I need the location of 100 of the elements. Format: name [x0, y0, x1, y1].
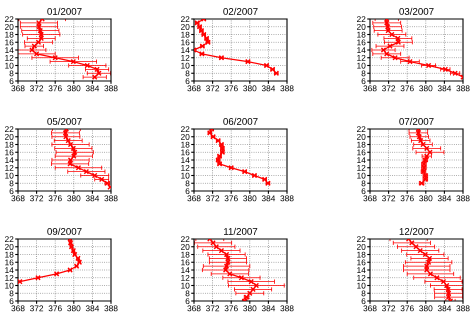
- chart-title: 01/2007: [47, 8, 82, 15]
- point: [428, 271, 434, 277]
- x-tick-label: 388: [104, 85, 118, 92]
- y-tick-label: 14: [5, 267, 14, 274]
- y-tick-label: 16: [181, 39, 190, 46]
- x-tick-label: 380: [419, 85, 432, 92]
- y-tick-label: 6: [362, 78, 366, 84]
- y-tick-label: 18: [357, 142, 366, 148]
- x-tick-label: 372: [30, 305, 44, 312]
- point: [68, 157, 74, 163]
- point: [68, 142, 74, 148]
- x-tick-label: 376: [224, 305, 238, 312]
- x-tick-label: 368: [11, 305, 25, 312]
- y-tick-label: 8: [362, 70, 366, 76]
- x-tick-label: 376: [400, 195, 414, 202]
- x-tick-label: 380: [67, 85, 80, 92]
- point: [444, 282, 450, 288]
- point: [445, 286, 451, 292]
- y-tick-label: 18: [181, 252, 190, 258]
- point: [413, 244, 419, 250]
- y-tick-label: 20: [356, 244, 366, 250]
- y-tick-label: 22: [180, 236, 190, 242]
- y-tick-label: 14: [181, 47, 190, 54]
- y-tick-label: 14: [5, 47, 14, 54]
- y-tick-label: 10: [181, 172, 190, 179]
- y-tick-label: 10: [181, 282, 190, 289]
- y-tick-label: 20: [4, 134, 14, 140]
- x-tick-label: 368: [363, 85, 377, 92]
- point: [94, 66, 100, 72]
- y-tick-label: 22: [180, 16, 190, 22]
- x-tick-label: 372: [30, 85, 44, 92]
- y-tick-label: 8: [186, 180, 190, 186]
- y-tick-label: 16: [181, 149, 190, 156]
- point: [426, 259, 432, 266]
- y-tick-label: 6: [186, 188, 190, 194]
- point: [72, 149, 78, 156]
- x-tick-label: 376: [400, 85, 414, 92]
- y-tick-label: 22: [356, 16, 366, 22]
- x-tick-label: 368: [187, 195, 201, 202]
- point: [71, 153, 77, 159]
- point: [422, 252, 428, 258]
- x-tick-label: 384: [86, 195, 100, 202]
- point: [426, 62, 432, 68]
- point: [218, 248, 224, 254]
- point: [418, 138, 424, 144]
- y-tick-label: 16: [5, 149, 14, 156]
- x-tick-label: 372: [30, 195, 44, 202]
- x-tick-label: 368: [187, 305, 201, 312]
- y-tick-label: 8: [10, 290, 14, 296]
- y-tick-label: 12: [357, 274, 366, 281]
- point: [222, 267, 228, 273]
- chart-title: 03/2007: [399, 8, 434, 15]
- y-tick-label: 14: [5, 157, 14, 164]
- y-tick-label: 10: [357, 282, 366, 289]
- point: [384, 24, 390, 30]
- y-tick-label: 12: [181, 164, 190, 171]
- y-tick-label: 6: [10, 188, 14, 194]
- y-tick-label: 12: [357, 54, 366, 61]
- x-tick-label: 380: [67, 305, 80, 312]
- y-tick-label: 20: [4, 24, 14, 30]
- y-tick-label: 20: [4, 244, 14, 250]
- point: [426, 256, 432, 262]
- x-tick-label: 376: [48, 85, 62, 92]
- y-tick-label: 6: [186, 298, 190, 304]
- x-tick-label: 388: [280, 85, 294, 92]
- x-tick-label: 368: [363, 195, 377, 202]
- x-tick-label: 380: [67, 195, 80, 202]
- y-tick-label: 10: [5, 282, 14, 289]
- point: [76, 164, 82, 171]
- y-tick-label: 20: [180, 244, 190, 250]
- y-tick-label: 14: [357, 157, 366, 164]
- point: [409, 240, 415, 246]
- y-tick-label: 14: [181, 157, 190, 164]
- x-tick-label: 368: [11, 195, 25, 202]
- y-tick-label: 12: [357, 164, 366, 171]
- x-tick-label: 380: [419, 305, 432, 312]
- y-tick-label: 8: [362, 180, 366, 186]
- y-tick-label: 6: [362, 298, 366, 304]
- y-tick-label: 14: [181, 267, 190, 274]
- y-tick-label: 8: [10, 180, 14, 186]
- point: [247, 290, 253, 296]
- point: [224, 252, 230, 258]
- x-tick-label: 376: [48, 305, 62, 312]
- point: [440, 278, 446, 284]
- point: [392, 54, 398, 61]
- x-tick-label: 380: [243, 195, 256, 202]
- point: [31, 43, 38, 49]
- x-tick-label: 384: [262, 85, 276, 92]
- chart-title: 05/2007: [47, 118, 82, 125]
- x-tick-label: 380: [419, 195, 432, 202]
- chart-title: 02/2007: [223, 8, 258, 15]
- y-tick-label: 18: [5, 142, 14, 148]
- y-tick-label: 16: [357, 149, 366, 156]
- y-tick-label: 18: [181, 32, 190, 38]
- x-tick-label: 388: [104, 305, 118, 312]
- point: [395, 36, 401, 42]
- point: [227, 271, 233, 277]
- y-tick-label: 12: [181, 274, 190, 281]
- x-tick-label: 388: [456, 85, 470, 92]
- y-tick-label: 22: [356, 236, 366, 242]
